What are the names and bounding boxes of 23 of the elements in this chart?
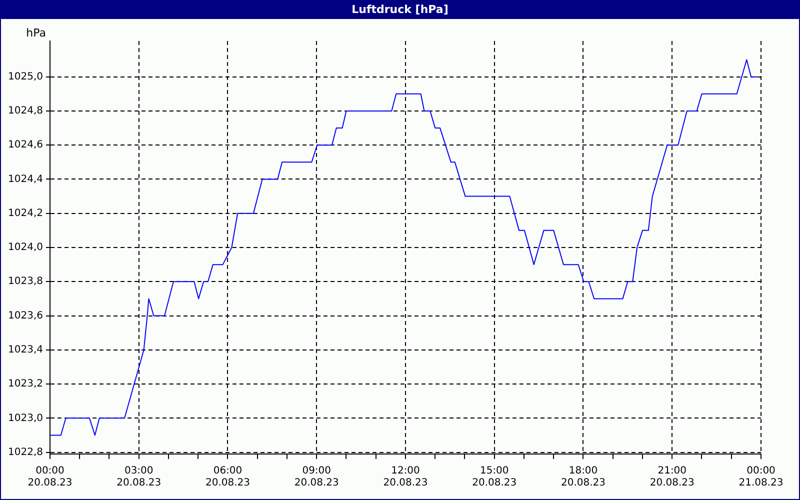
y-tick-label: 1023,0 [8, 412, 43, 424]
y-tick-label: 1024,8 [8, 106, 43, 117]
x-tick-label: 21:00 20.08.23 [650, 466, 694, 489]
y-tick-label: 1023,6 [8, 310, 43, 322]
y-tick-label: 1024,4 [8, 174, 43, 185]
x-tick-label: 03:00 20.08.23 [116, 466, 162, 489]
y-tick-label: 1025,0 [8, 71, 43, 82]
x-tick-label: 18:00 20.08.23 [560, 466, 606, 489]
y-tick-label: 1022,8 [8, 446, 43, 458]
y-tick-label: 1023,4 [8, 344, 43, 356]
y-tick-label: 1023,2 [8, 378, 43, 390]
x-tick-label: 09:00 20.08.23 [294, 466, 339, 489]
y-tick-label: 1024,6 [8, 140, 43, 151]
y-axis-title: hPa [26, 26, 46, 40]
x-tick-label: 15:00 20.08.23 [472, 466, 517, 489]
x-tick-label: 12:00 20.08.23 [383, 466, 428, 489]
x-tick-label: 00:00 21.08.23 [738, 466, 784, 489]
chart-title: Luftdruck [hPa] [1, 1, 799, 19]
y-tick-label: 1023,8 [8, 276, 43, 288]
y-tick-label: 1024,0 [8, 242, 43, 254]
x-tick-label: 00:00 20.08.23 [28, 466, 72, 489]
x-tick-label: 06:00 20.08.23 [205, 466, 250, 489]
y-tick-label: 1024,2 [8, 208, 43, 219]
